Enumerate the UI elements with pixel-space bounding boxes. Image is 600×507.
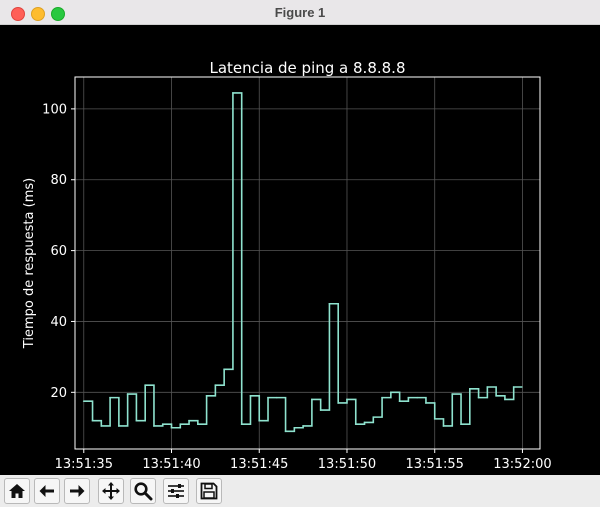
data-point bbox=[512, 386, 515, 388]
close-window-button[interactable] bbox=[11, 7, 25, 21]
forward-button[interactable] bbox=[64, 478, 90, 504]
data-point bbox=[442, 425, 445, 427]
data-point bbox=[302, 425, 304, 427]
data-point bbox=[109, 396, 111, 399]
data-point bbox=[170, 426, 173, 429]
zoom-button[interactable] bbox=[130, 478, 156, 504]
y-axis-label: Tiempo de respuesta (ms) bbox=[22, 178, 37, 349]
x-tick-label: 13:51:35 bbox=[55, 457, 113, 472]
data-point bbox=[153, 425, 155, 427]
configure-subplots-icon bbox=[168, 484, 184, 498]
data-point bbox=[495, 395, 497, 397]
data-point bbox=[197, 423, 199, 426]
x-tick-label: 13:51:45 bbox=[230, 457, 288, 472]
chart-title: Latencia de ping a 8.8.8.8 bbox=[210, 59, 406, 77]
zoom-icon bbox=[134, 482, 153, 501]
y-tick-label: 80 bbox=[50, 173, 67, 188]
data-point bbox=[346, 398, 348, 401]
y-tick-label: 20 bbox=[50, 386, 67, 401]
latency-line bbox=[83, 92, 523, 433]
y-tick-label: 60 bbox=[50, 244, 67, 259]
data-point bbox=[407, 396, 410, 399]
data-point bbox=[363, 421, 366, 424]
data-point bbox=[337, 402, 340, 404]
x-tick-label: 13:51:55 bbox=[406, 457, 464, 472]
data-point bbox=[82, 400, 85, 402]
data-point bbox=[390, 391, 392, 394]
data-point bbox=[267, 396, 269, 399]
back-button[interactable] bbox=[34, 478, 60, 504]
figure-canvas[interactable]: 13:51:35 13:51:40 13:51:45 13:51:50 13:51:55… bbox=[0, 25, 600, 475]
data-point bbox=[425, 402, 427, 404]
axis-ticks: 13:51:35 13:51:40 13:51:45 13:51:50 13:51:55… bbox=[42, 102, 551, 472]
data-point bbox=[258, 419, 261, 422]
configure-subplots-button[interactable] bbox=[163, 478, 189, 504]
back-arrow-icon bbox=[39, 485, 54, 497]
data-point bbox=[232, 92, 234, 94]
data-point bbox=[504, 398, 506, 401]
pan-button[interactable] bbox=[98, 478, 124, 504]
grid-lines bbox=[75, 77, 540, 449]
window-title: Figure 1 bbox=[274, 5, 326, 20]
save-button[interactable] bbox=[196, 478, 222, 504]
data-point bbox=[477, 396, 480, 399]
data-point bbox=[249, 395, 252, 397]
forward-arrow-icon bbox=[70, 485, 85, 497]
data-point bbox=[161, 423, 164, 426]
home-icon bbox=[9, 484, 25, 498]
data-point bbox=[381, 396, 383, 399]
data-point bbox=[144, 384, 146, 387]
data-point bbox=[372, 416, 375, 418]
data-point bbox=[460, 423, 462, 426]
data-point bbox=[354, 423, 357, 426]
x-tick-label: 13:52:00 bbox=[493, 457, 551, 472]
home-button[interactable] bbox=[4, 478, 30, 504]
data-point bbox=[469, 387, 471, 390]
data-point bbox=[328, 302, 331, 305]
y-tick-label: 100 bbox=[42, 102, 67, 117]
data-point bbox=[214, 384, 217, 387]
data-point bbox=[223, 368, 225, 371]
data-point bbox=[126, 393, 129, 395]
save-icon bbox=[200, 482, 218, 500]
minimize-window-button[interactable] bbox=[31, 7, 45, 21]
data-point bbox=[118, 425, 120, 427]
data-point bbox=[100, 425, 103, 427]
data-point bbox=[179, 423, 182, 426]
data-point bbox=[240, 423, 243, 426]
data-point bbox=[135, 419, 138, 422]
data-point bbox=[284, 430, 287, 433]
data-point bbox=[91, 419, 94, 422]
chart: 13:51:35 13:51:40 13:51:45 13:51:50 13:51:55… bbox=[22, 59, 552, 472]
axes-frame bbox=[74, 76, 541, 450]
y-tick-label: 40 bbox=[50, 315, 67, 330]
plot-series bbox=[82, 92, 523, 433]
data-point bbox=[451, 393, 454, 395]
data-point bbox=[311, 398, 313, 401]
navigation-toolbar bbox=[0, 475, 600, 507]
data-point bbox=[275, 396, 278, 399]
pan-icon bbox=[102, 482, 120, 500]
data-point bbox=[293, 426, 296, 429]
x-tick-label: 13:51:40 bbox=[142, 457, 200, 472]
x-tick-label: 13:51:50 bbox=[318, 457, 376, 472]
data-point bbox=[416, 396, 418, 399]
data-point bbox=[319, 409, 322, 411]
data-point bbox=[398, 400, 401, 402]
data-point bbox=[486, 386, 489, 388]
data-point bbox=[188, 419, 190, 422]
window-titlebar: Figure 1 bbox=[0, 0, 600, 25]
data-point bbox=[205, 395, 208, 397]
maximize-window-button[interactable] bbox=[51, 7, 65, 21]
data-point bbox=[433, 418, 436, 420]
